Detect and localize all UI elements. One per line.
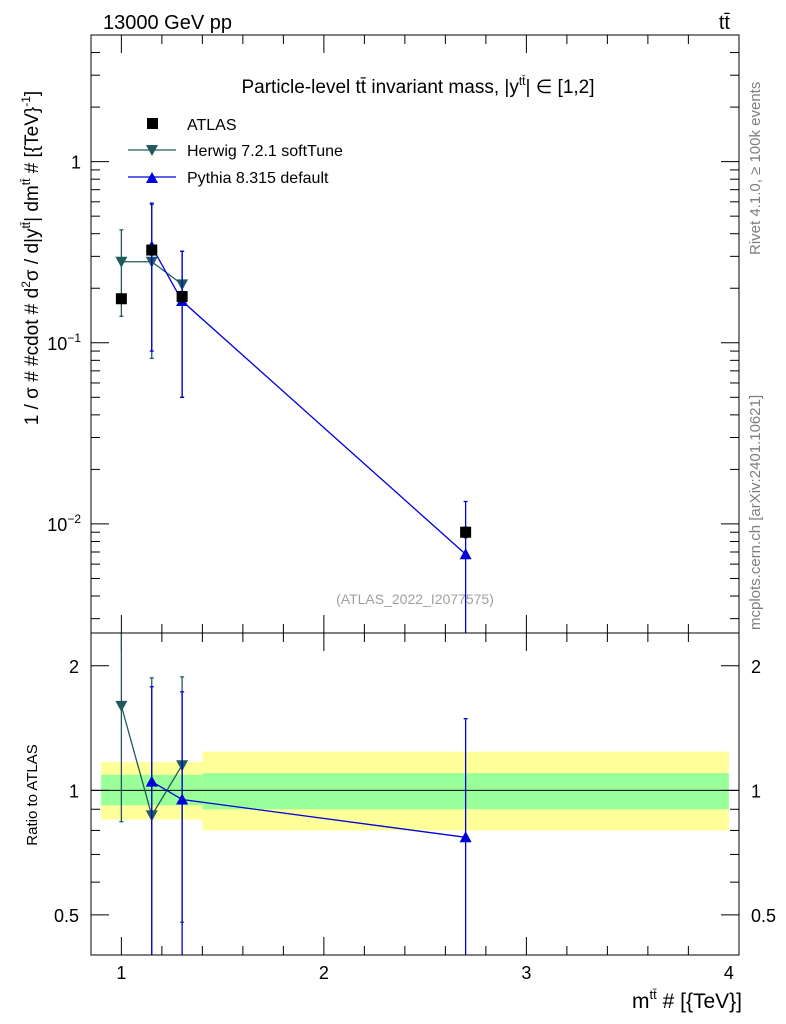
main-y-tick-label-base: 10 — [47, 515, 67, 535]
x-axis-label: mtt̄ # [{TeV}] — [632, 987, 742, 1013]
legend-pythia-marker — [146, 172, 158, 183]
main-panel: Particle-level tt̄ invariant mass, |ytt̄… — [19, 34, 740, 634]
ratio-y-tick-label-right: 1 — [751, 781, 761, 801]
legend-herwig-label: Herwig 7.2.1 softTune — [187, 143, 343, 160]
main-series — [115, 202, 472, 633]
main-y-tick-label: 1 — [71, 153, 81, 173]
ratio-herwig-point — [115, 700, 128, 712]
analysis-reference: (ATLAS_2022_I2077575) — [336, 591, 494, 607]
ratio-uncertainty-bands — [91, 751, 739, 831]
legend-entry-pythia: Pythia 8.315 default — [128, 170, 329, 187]
ratio-y-tick-label-right: 0.5 — [751, 906, 776, 926]
legend-entry-herwig: Herwig 7.2.1 softTune — [128, 143, 343, 160]
herwig-point — [115, 256, 128, 268]
main-y-tick-label: 10−1 — [47, 331, 81, 354]
main-chart-title: Particle-level tt̄ invariant mass, |ytt̄… — [241, 74, 594, 98]
x-tick-label: 3 — [521, 963, 531, 983]
ratio-panel: 0.5 0.5 1 1 2 2 1 2 3 4 Ratio to ATLAS mtt̄ # [{T… — [24, 632, 776, 1013]
ratio-series — [115, 633, 472, 955]
x-tick-label: 2 — [319, 963, 329, 983]
atlas-point — [115, 293, 127, 305]
atlas-point — [176, 291, 188, 303]
main-y-tick-label-base: 1 — [71, 153, 81, 173]
legend-herwig-marker — [146, 145, 158, 156]
energy-label: 13000 GeV pp — [103, 12, 232, 34]
pythia-line — [151, 246, 467, 555]
legend-entry-atlas: ATLAS — [147, 117, 237, 134]
ratio-pythia-point — [145, 775, 158, 787]
main-y-tick-label: 10−2 — [47, 512, 81, 535]
main-axis-ticks: 110−110−2 — [47, 34, 739, 633]
ratio-y-tick-label-left: 0.5 — [54, 906, 79, 926]
ratio-y-tick-label-left: 1 — [69, 781, 79, 801]
legend-pythia-label: Pythia 8.315 default — [187, 170, 329, 187]
main-y-axis-label: 1 / σ # #cdot # d2σ / d|ytt̄| dmtt̄ # [{… — [19, 91, 43, 425]
x-tick-label: 1 — [116, 963, 126, 983]
ratio-axis-ticks: 0.5 0.5 1 1 2 2 1 2 3 4 — [54, 633, 776, 983]
ratio-pythia-point — [176, 793, 189, 805]
legend-atlas-label: ATLAS — [187, 117, 237, 134]
main-y-tick-label-exponent: −2 — [67, 512, 81, 526]
main-y-tick-label-base: 10 — [47, 334, 67, 354]
ratio-y-tick-label-left: 2 — [69, 657, 79, 677]
legend: ATLAS Herwig 7.2.1 softTune Pythia 8.315… — [128, 117, 343, 187]
rivet-label: Rivet 4.1.0, ≥ 100k events — [747, 82, 764, 255]
ratio-y-tick-label-right: 2 — [751, 657, 761, 677]
atlas-point — [146, 244, 158, 256]
legend-atlas-marker — [147, 118, 158, 129]
process-label: tt̄ — [719, 12, 731, 34]
x-tick-label: 4 — [724, 963, 734, 983]
ratio-pythia-point — [459, 831, 472, 843]
pythia-point — [459, 548, 472, 560]
main-y-tick-label-exponent: −1 — [67, 331, 81, 345]
atlas-point — [460, 526, 472, 538]
mcplots-label: mcplots.cern.ch [arXiv:2401.10621] — [747, 395, 764, 630]
ratio-y-axis-label: Ratio to ATLAS — [24, 744, 41, 845]
ratio-plot-frame — [90, 632, 740, 956]
